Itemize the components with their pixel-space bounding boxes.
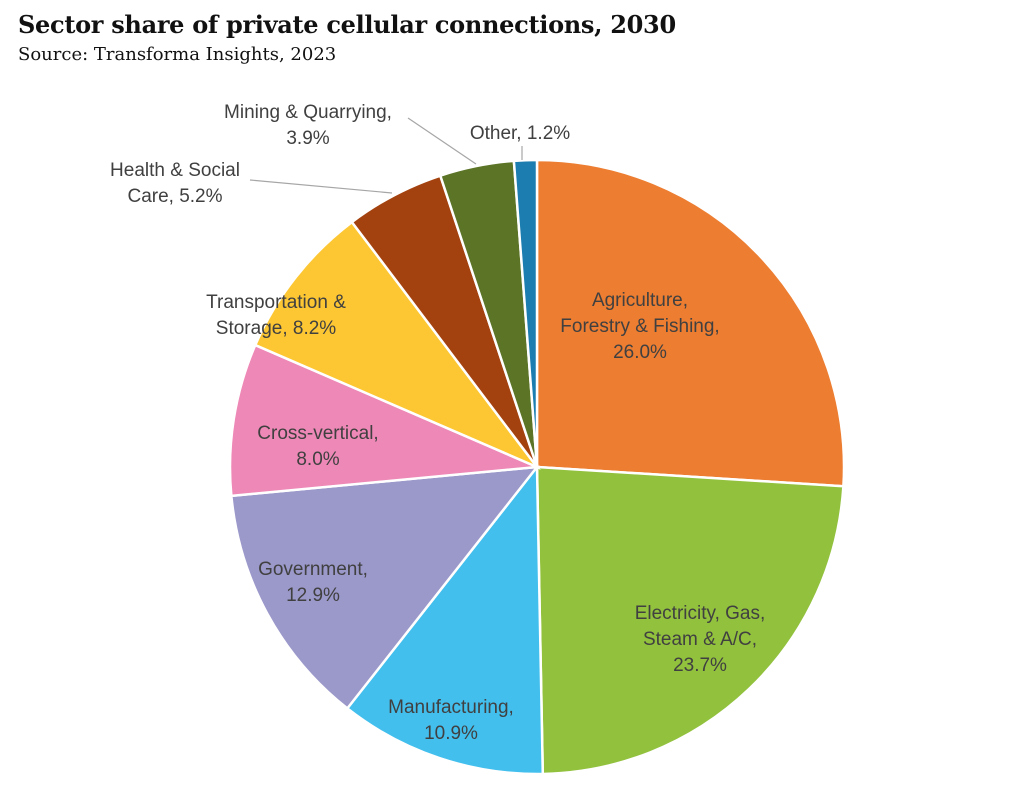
chart-subtitle: Source: Transforma Insights, 2023 [18,44,337,65]
leader-line-6 [249,179,393,194]
data-label-line: 23.7% [673,655,727,676]
chart-title: Sector share of private cellular connect… [18,10,676,39]
data-label-line: Storage, 8.2% [216,318,337,339]
pie-slice-2 [345,463,545,776]
data-label-line: Electricity, Gas, [635,603,766,624]
data-label-line: 8.0% [296,449,339,470]
data-label-line: Government, [258,559,368,580]
data-label-line: Cross-vertical, [257,423,378,444]
data-label-line: Health & Social [110,160,240,181]
data-label-5: Transportation & Storage, 8.2% [206,292,346,339]
pie-slice-5 [253,220,541,471]
pie-slice-1 [535,465,845,776]
data-label-line: Care, 5.2% [127,186,222,207]
data-label-line: Transportation & [206,292,346,313]
data-label-line: Mining & Quarrying, [224,102,392,123]
pie-slice-8 [512,158,539,468]
data-label-0: Agriculture, Forestry & Fishing, 26.0% [560,290,719,363]
data-label-1: Electricity, Gas, Steam & A/C, 23.7% [635,603,766,676]
data-label-line: 12.9% [286,585,340,606]
data-label-line: Forestry & Fishing, [560,316,719,337]
data-label-line: Other, 1.2% [470,123,570,144]
data-label-3: Government, 12.9% [258,559,368,606]
data-label-2: Manufacturing, 10.9% [388,697,514,744]
pie-slice-4 [228,343,538,498]
data-label-line: Manufacturing, [388,697,514,718]
leader-line-7 [407,117,477,165]
data-label-8: Other, 1.2% [470,123,570,144]
data-label-4: Cross-vertical, 8.0% [257,423,378,470]
data-label-line: Agriculture, [592,290,688,311]
data-label-line: 26.0% [613,342,667,363]
data-label-line: 3.9% [286,128,329,149]
data-label-line: 10.9% [424,723,478,744]
data-label-6: Health & Social Care, 5.2% [110,160,240,207]
pie-slice-0 [535,158,846,488]
pie-slice-3 [229,465,540,711]
data-label-line: Steam & A/C, [643,629,757,650]
data-label-7: Mining & Quarrying, 3.9% [224,102,392,149]
